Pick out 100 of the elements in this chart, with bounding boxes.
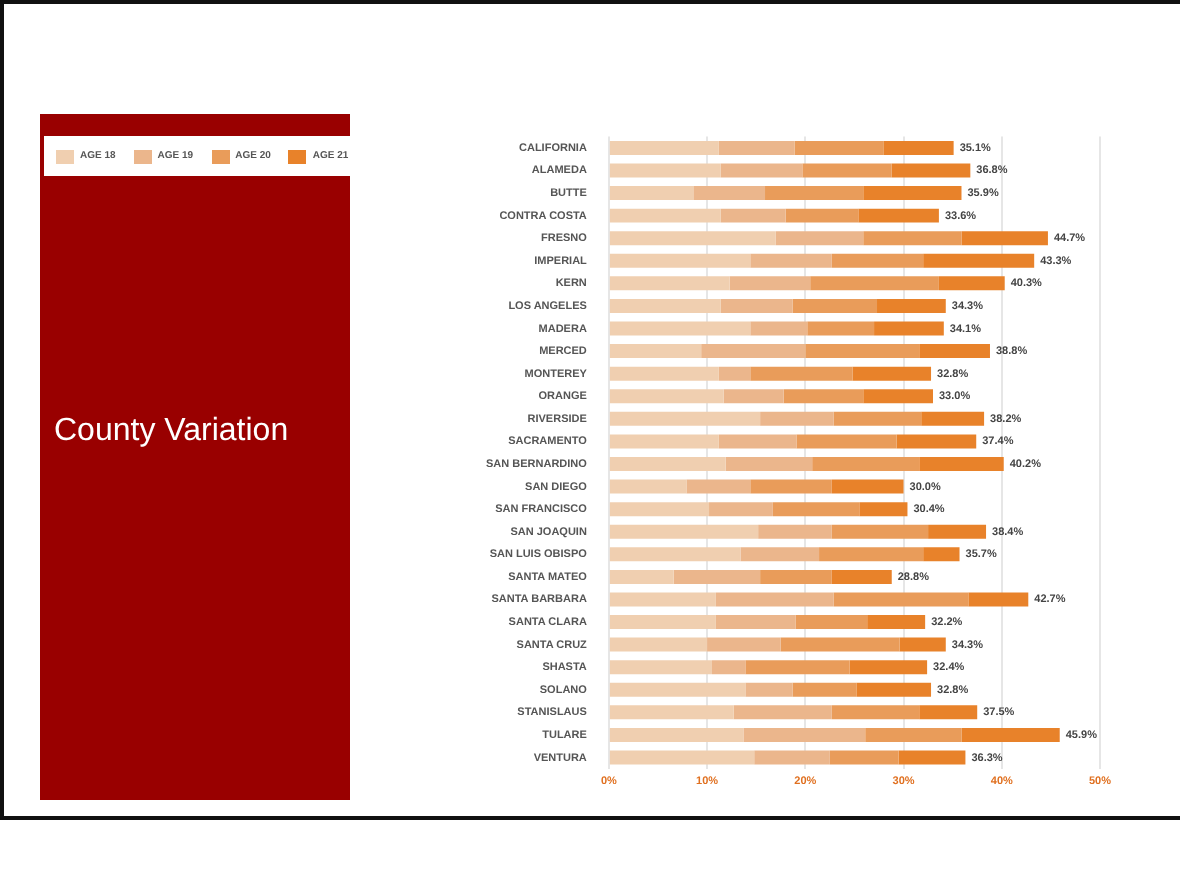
bar [863,389,934,404]
bar [609,524,759,539]
bar [961,727,1060,742]
bar [867,615,926,630]
text: County Variation [54,412,291,450]
bar [686,479,751,494]
bar [783,389,864,404]
bar [709,502,773,517]
bar [609,163,721,178]
bar [750,253,832,268]
bar [715,592,834,607]
bar [720,298,793,313]
bar [923,253,1035,268]
bar [833,592,969,607]
bar [919,456,1004,471]
bar [856,682,932,697]
bar [807,321,875,336]
bar [796,434,897,449]
bar [745,682,793,697]
bar [701,344,806,359]
bar [609,547,741,562]
bar [609,411,761,426]
bar [760,411,834,426]
bar [795,615,868,630]
bar [865,727,962,742]
bar [802,163,892,178]
bar [831,569,892,584]
bar [852,366,932,381]
bar [891,163,971,178]
bar [758,524,832,539]
bar [831,253,924,268]
bar [609,186,694,201]
bar [609,321,751,336]
bar [609,569,674,584]
bar [609,479,687,494]
bar [743,727,866,742]
bar [609,750,755,765]
bar [609,253,751,268]
bar [812,456,920,471]
bar [750,321,808,336]
bar [938,276,1005,291]
bar [711,660,746,675]
bar [729,276,811,291]
bar [923,547,960,562]
bar [745,660,850,675]
bar [609,682,746,697]
bar [961,231,1048,246]
bar [609,344,702,359]
bar [609,637,708,652]
bar [849,660,928,675]
bar [720,163,803,178]
bar [707,637,781,652]
bar [775,231,864,246]
bar [760,569,832,584]
bar [725,456,813,471]
bar [750,479,832,494]
bar [609,705,734,720]
bar [609,615,716,630]
bar [863,231,962,246]
bar [898,750,966,765]
bar [819,547,924,562]
bar [919,344,990,359]
bar [609,276,730,291]
bar [609,660,712,675]
bar [772,502,860,517]
bar [896,434,977,449]
bar [609,298,721,313]
bar [831,524,929,539]
bar [754,750,830,765]
bar [750,366,853,381]
bar [609,140,719,155]
bar [829,750,899,765]
bar [859,502,908,517]
bar [899,637,946,652]
bar [723,389,784,404]
bar [805,344,920,359]
bar [673,569,761,584]
bar [609,727,744,742]
bar [831,479,904,494]
bar [919,705,978,720]
bar [792,298,878,313]
bar [609,208,721,223]
bar [785,208,859,223]
bar [609,502,710,517]
bar [609,389,724,404]
bar [740,547,820,562]
bar [794,140,884,155]
bar [858,208,939,223]
bar [720,208,786,223]
bar [833,411,922,426]
bar [877,298,946,313]
bar [780,637,900,652]
bar [810,276,939,291]
bar [718,366,751,381]
bar [968,592,1029,607]
bar [609,456,726,471]
bar [921,411,985,426]
bar [733,705,832,720]
bar [609,366,719,381]
bar [693,186,766,201]
